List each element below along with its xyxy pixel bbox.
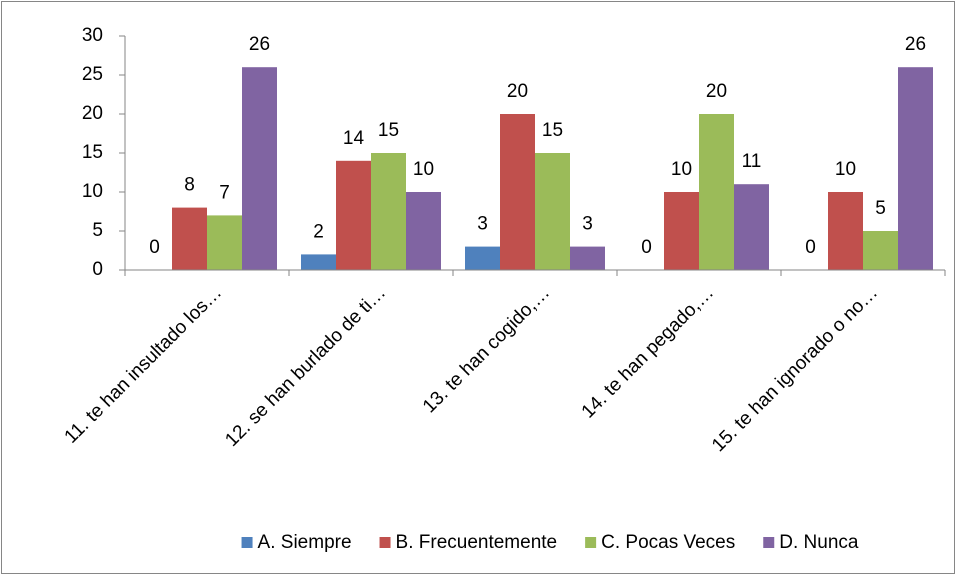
bar (371, 153, 406, 270)
bar (336, 160, 371, 270)
data-label: 3 (582, 214, 593, 235)
data-label: 3 (477, 214, 488, 235)
bar (301, 254, 336, 270)
y-tick-label: 5 (92, 220, 103, 241)
legend-label: C. Pocas Veces (601, 532, 735, 553)
bar (535, 153, 570, 270)
data-label: 26 (905, 34, 926, 55)
bar (863, 231, 898, 270)
y-tick-label: 25 (82, 64, 103, 85)
data-label: 5 (875, 198, 886, 219)
y-tick-label: 15 (82, 142, 103, 163)
legend-swatch (241, 537, 253, 548)
data-label: 10 (835, 159, 856, 180)
bar (664, 192, 699, 270)
bar (406, 192, 441, 270)
data-label: 10 (413, 159, 434, 180)
data-label: 0 (805, 237, 816, 258)
data-label: 10 (671, 159, 692, 180)
legend-swatch (763, 537, 775, 548)
data-label: 2 (313, 221, 324, 242)
data-label: 0 (149, 237, 160, 258)
y-tick-label: 20 (82, 103, 103, 124)
y-tick-label: 0 (92, 259, 103, 280)
bar (465, 246, 500, 270)
bar (734, 184, 769, 270)
legend-label: B. Frecuentemente (396, 532, 558, 553)
data-label: 14 (343, 128, 365, 149)
y-tick-label: 30 (82, 25, 103, 46)
data-label: 20 (706, 81, 727, 102)
bar (898, 67, 933, 270)
data-label: 26 (249, 34, 270, 55)
legend-label: A. Siempre (258, 532, 352, 553)
bar (500, 114, 535, 270)
legend-label: D. Nunca (779, 532, 859, 553)
legend-swatch (585, 537, 597, 548)
data-label: 8 (184, 175, 195, 196)
bar (699, 114, 734, 270)
bar (172, 207, 207, 270)
legend-swatch (379, 537, 391, 548)
bar (570, 246, 605, 270)
bar (828, 192, 863, 270)
data-label: 11 (742, 151, 762, 172)
data-label: 15 (542, 120, 563, 141)
y-tick-label: 10 (82, 181, 103, 202)
bar (242, 67, 277, 270)
data-label: 20 (507, 81, 528, 102)
data-label: 7 (219, 182, 230, 203)
data-label: 15 (378, 120, 399, 141)
data-label: 0 (641, 237, 652, 258)
bar (207, 215, 242, 270)
